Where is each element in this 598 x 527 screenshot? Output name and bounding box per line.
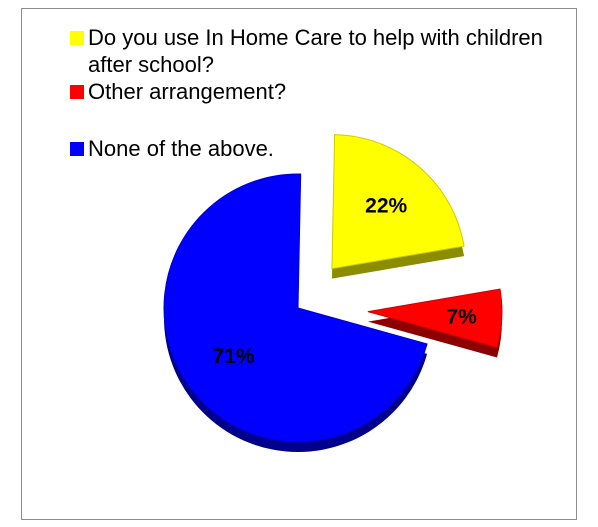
pie-slice-label: 71% bbox=[212, 345, 254, 368]
legend-swatch-yellow bbox=[70, 31, 84, 45]
pie-slice-label: 22% bbox=[365, 195, 407, 218]
pie-slice-top bbox=[163, 173, 428, 443]
pie-slice-1: 22% bbox=[331, 134, 465, 279]
legend-item-in-home-care: Do you use In Home Care to help with chi… bbox=[66, 24, 566, 78]
pie-slice-top bbox=[367, 288, 503, 349]
legend: Do you use In Home Care to help with chi… bbox=[66, 24, 566, 162]
pie-slice-2: 7% bbox=[367, 288, 503, 358]
legend-swatch-blue bbox=[70, 142, 84, 156]
legend-label: Do you use In Home Care to help with chi… bbox=[88, 25, 543, 77]
legend-item-none: None of the above. bbox=[66, 135, 566, 162]
legend-label: None of the above. bbox=[88, 136, 274, 161]
pie-slice-label: 7% bbox=[446, 305, 477, 328]
legend-swatch-red bbox=[70, 85, 84, 99]
pie-slice-top bbox=[331, 134, 465, 270]
pie-slice-3: 71% bbox=[163, 173, 428, 452]
legend-item-other-arrangement: Other arrangement? bbox=[66, 78, 566, 105]
legend-label: Other arrangement? bbox=[88, 79, 287, 104]
